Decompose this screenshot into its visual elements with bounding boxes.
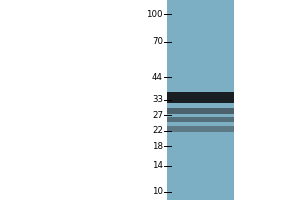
Bar	[167, 0, 234, 200]
Bar	[167, 108, 234, 114]
Bar	[167, 117, 234, 122]
Text: 18: 18	[152, 142, 163, 151]
Text: 70: 70	[152, 37, 163, 46]
Text: 14: 14	[152, 161, 163, 170]
Text: 22: 22	[152, 126, 163, 135]
Text: 27: 27	[152, 111, 163, 120]
Text: 100: 100	[146, 10, 163, 19]
Text: 10: 10	[152, 187, 163, 196]
Bar	[167, 126, 234, 132]
Bar	[167, 92, 234, 103]
Text: 33: 33	[152, 95, 163, 104]
Text: 44: 44	[152, 73, 163, 82]
